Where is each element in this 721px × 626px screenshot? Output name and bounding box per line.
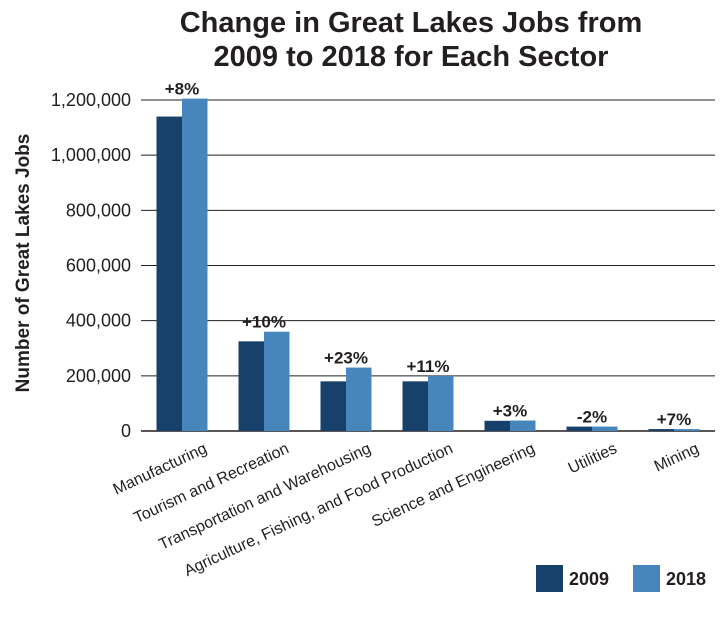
chart-title: Change in Great Lakes Jobs from 2009 to … [180,7,643,73]
y-tick-label: 600,000 [66,256,131,276]
data-labels: +8% +10% +23% +11% +3% -2% +7% [165,80,692,429]
bar-2018-6 [674,429,700,431]
change-label: +7% [657,410,692,429]
bar-2009-0 [156,116,182,432]
change-label: -2% [577,408,607,427]
bar-2018-3 [428,375,454,431]
x-tick-label: Utilities [566,440,620,477]
bar-2009-3 [402,381,428,431]
change-label: +3% [493,402,528,421]
legend-label-2018: 2018 [666,569,706,589]
x-tick-label: Mining [652,440,702,475]
bar-2018-1 [264,331,290,431]
legend-swatch-2018 [633,565,660,592]
change-label: +11% [406,357,449,376]
bar-2018-4 [510,420,536,431]
bar-2009-5 [566,426,592,431]
change-label: +10% [242,313,286,332]
chart-title-line-2: 2009 to 2018 for Each Sector [214,41,609,73]
bar-2009-4 [484,420,510,431]
change-label: +8% [165,80,200,99]
bars [156,98,700,432]
y-tick-label: 0 [121,421,131,441]
y-axis-ticks: 0 200,000 400,000 600,000 800,000 1,000,000 1,… [51,90,131,441]
legend: 2009 2018 [536,565,706,592]
y-axis-label: Number of Great Lakes Jobs [13,134,34,393]
change-label: +23% [324,349,368,368]
y-tick-label: 1,200,000 [51,90,131,110]
y-tick-label: 200,000 [66,366,131,386]
bar-2009-6 [648,429,674,431]
bar-2009-2 [320,381,346,431]
y-tick-label: 400,000 [66,311,131,331]
bar-2009-1 [238,341,264,431]
legend-label-2009: 2009 [569,569,609,589]
y-tick-label: 1,000,000 [51,145,131,165]
bar-2018-2 [346,367,372,431]
y-tick-label: 800,000 [66,200,131,220]
gridlines [141,99,715,432]
legend-swatch-2009 [536,565,563,592]
bar-2018-5 [592,426,618,431]
chart-title-line-1: Change in Great Lakes Jobs from [180,7,643,39]
bar-2018-0 [182,98,208,431]
